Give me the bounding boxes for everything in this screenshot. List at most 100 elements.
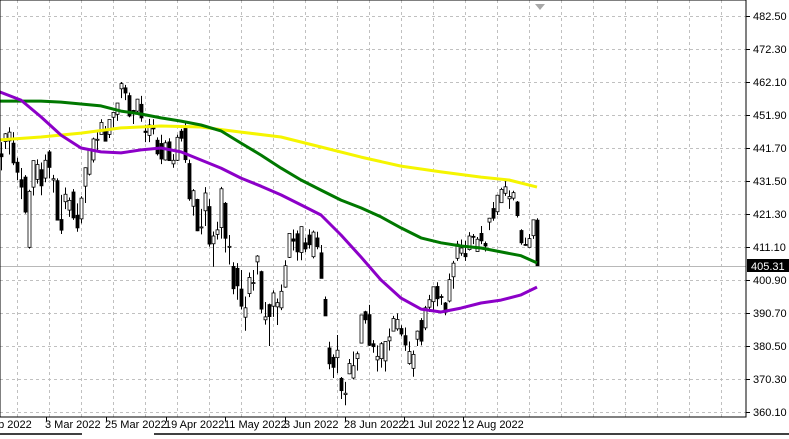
- candle-body-bear: [535, 219, 540, 267]
- candle: [459, 239, 464, 256]
- candle: [263, 302, 268, 325]
- candle: [39, 162, 44, 196]
- candle: [163, 140, 168, 161]
- candle: [359, 314, 364, 344]
- candle-body-bear: [259, 271, 264, 310]
- candle-body-bull: [507, 196, 512, 200]
- candle: [379, 342, 384, 368]
- candle-body-bull: [191, 190, 196, 207]
- candle-body-bull: [387, 336, 392, 342]
- price-tick-label: 451.90: [753, 110, 787, 122]
- candle: [207, 199, 212, 247]
- candle-body-bull: [199, 226, 204, 229]
- candle: [119, 82, 124, 99]
- candle: [523, 237, 528, 246]
- candle-body-bear: [127, 95, 132, 117]
- candle-body-bull: [87, 149, 92, 175]
- candle: [335, 335, 340, 374]
- candle: [343, 381, 348, 406]
- candle-body-bull: [347, 363, 352, 375]
- candle: [211, 231, 216, 267]
- candle-body-bear: [179, 130, 184, 139]
- candle: [219, 186, 224, 239]
- candle-body-bear: [295, 233, 300, 253]
- candle: [35, 159, 40, 184]
- candle-body-bull: [271, 292, 276, 307]
- time-tick-label: 3 Jun 2022: [284, 419, 338, 431]
- candle: [247, 272, 252, 298]
- candle: [11, 132, 16, 166]
- candle-body-bull: [175, 136, 180, 161]
- candle-body-bull: [119, 83, 124, 90]
- candle-body-bear: [319, 252, 324, 279]
- candle: [79, 196, 84, 224]
- candle: [331, 354, 336, 379]
- moving-average-fast-line: [0, 90, 538, 314]
- candle: [83, 167, 88, 203]
- candle-body-bull: [107, 119, 112, 135]
- candle-body-bull: [7, 131, 12, 142]
- candle: [503, 180, 508, 196]
- candle: [299, 226, 304, 261]
- candle-body-bull: [527, 238, 532, 248]
- price-tick-label: 441.70: [753, 143, 787, 155]
- time-tick-label: eb 2022: [0, 419, 32, 431]
- candle-body-bull: [215, 229, 220, 235]
- candle-body-bear: [331, 356, 336, 368]
- candle: [419, 318, 424, 346]
- candle: [179, 128, 184, 142]
- candle-body-bear: [71, 191, 76, 219]
- candle: [135, 98, 140, 114]
- moving-average-mid-line: [0, 99, 538, 265]
- candle: [515, 201, 520, 218]
- candle-body-bull: [227, 245, 232, 248]
- candle-body-bull: [163, 142, 168, 161]
- candle-body-bull: [251, 282, 256, 284]
- candle-body-bull: [415, 330, 420, 340]
- time-tick-label: 21 Jul 2022: [403, 419, 460, 431]
- candle-body-bull: [99, 122, 104, 135]
- candle-body-bear: [515, 201, 520, 217]
- candle: [307, 229, 312, 249]
- candle: [391, 315, 396, 332]
- price-tick-label: 360.10: [753, 407, 787, 419]
- candle-body-bull: [95, 138, 100, 141]
- candle: [403, 327, 408, 351]
- candle-body-bull: [431, 286, 436, 303]
- candle-body-bear: [439, 296, 444, 298]
- price-tick-label: 462.10: [753, 77, 787, 89]
- candle-body-bull: [511, 192, 516, 199]
- candle: [291, 229, 296, 251]
- candle-body-bull: [351, 365, 356, 379]
- candle-body-bear: [479, 233, 484, 242]
- candle: [411, 350, 416, 377]
- candle-body-bear: [371, 343, 376, 348]
- candle-body-bear: [363, 311, 368, 321]
- candle-body-bull: [395, 319, 400, 330]
- candle: [0, 142, 4, 171]
- chart-shift-marker-icon[interactable]: [535, 4, 545, 10]
- current-price-label: 405.31: [747, 259, 789, 273]
- candle-body-bull: [31, 160, 36, 188]
- scrollbar-thumb[interactable]: [82, 433, 154, 439]
- candle: [227, 235, 232, 265]
- candle-body-bull: [275, 302, 280, 308]
- candle-body-bull: [263, 316, 268, 321]
- candle: [95, 132, 100, 152]
- candle-body-bull: [243, 307, 248, 318]
- candle-body-bull: [487, 217, 492, 223]
- candle-body-bull: [279, 290, 284, 309]
- candle: [531, 219, 536, 239]
- candle-body-bear: [239, 288, 244, 307]
- candle: [175, 134, 180, 161]
- candle: [31, 160, 36, 196]
- candle: [303, 237, 308, 253]
- candle-body-bear: [235, 267, 240, 287]
- price-axis[interactable]: 482.50 472.30 462.10 451.90 441.70 431.50 421.…: [746, 11, 787, 419]
- candle: [415, 330, 420, 346]
- price-tick-label: 472.30: [753, 44, 787, 56]
- time-tick-label: 28 Jun 2022: [344, 419, 405, 431]
